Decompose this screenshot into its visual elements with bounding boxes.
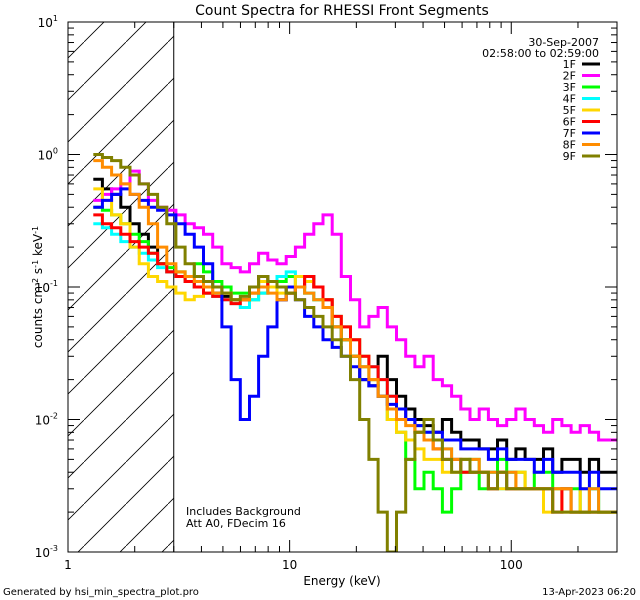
y-tick-label: 10-2: [35, 412, 58, 428]
legend-label-1f: 1F: [563, 58, 576, 71]
y-tick-label: 10-3: [35, 544, 58, 560]
legend-label-2f: 2F: [563, 70, 576, 83]
background-annotation: Includes Background: [186, 505, 301, 518]
time-range-label: 02:58:00 to 02:59:00: [482, 47, 599, 60]
series-9f-line: [93, 153, 617, 552]
legend-label-9f: 9F: [563, 150, 576, 163]
footer-timestamp: 13-Apr-2023 06:20: [542, 587, 636, 598]
series-7f-line: [93, 187, 617, 491]
series-2f-line: [93, 169, 617, 442]
x-tick-label: 1: [64, 558, 72, 572]
y-tick-label: 101: [38, 14, 58, 30]
x-tick-label: 100: [500, 558, 523, 572]
attenuator-annotation: Att A0, FDecim 16: [186, 517, 286, 530]
x-tick-label: 10: [282, 558, 297, 572]
legend-label-6f: 6F: [563, 116, 576, 129]
legend-label-3f: 3F: [563, 81, 576, 94]
date-label: 30-Sep-2007: [528, 36, 599, 49]
legend-label-7f: 7F: [563, 127, 576, 140]
x-axis-label: Energy (keV): [303, 574, 380, 588]
y-tick-label: 100: [38, 147, 58, 163]
legend-label-5f: 5F: [563, 104, 576, 117]
legend-label-8f: 8F: [563, 139, 576, 152]
y-axis-label: counts cm-2 s-1 keV-1: [31, 226, 46, 348]
y-tick-label: 10-1: [35, 279, 58, 295]
legend-label-4f: 4F: [563, 93, 576, 106]
excluded-energy-hatch: [68, 22, 174, 552]
chart-title: Count Spectra for RHESSI Front Segments: [195, 3, 489, 19]
footer-generator: Generated by hsi_min_spectra_plot.pro: [3, 587, 199, 598]
